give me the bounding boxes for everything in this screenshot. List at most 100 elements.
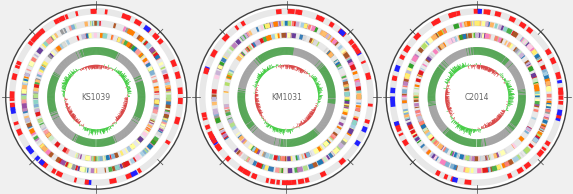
Polygon shape (80, 125, 81, 126)
Polygon shape (74, 71, 76, 73)
Polygon shape (254, 59, 260, 66)
Polygon shape (239, 108, 246, 111)
Polygon shape (316, 84, 321, 86)
Polygon shape (480, 63, 481, 65)
Polygon shape (69, 55, 74, 62)
Polygon shape (533, 83, 539, 85)
Polygon shape (514, 75, 521, 79)
Polygon shape (331, 39, 337, 45)
Polygon shape (508, 92, 511, 93)
Polygon shape (51, 168, 57, 174)
Polygon shape (474, 156, 478, 161)
Polygon shape (448, 80, 450, 81)
Polygon shape (288, 47, 289, 55)
Polygon shape (322, 119, 329, 123)
Polygon shape (457, 51, 461, 58)
Polygon shape (166, 85, 171, 92)
Polygon shape (326, 83, 333, 86)
Polygon shape (466, 48, 469, 56)
Polygon shape (433, 116, 440, 120)
Polygon shape (298, 68, 300, 71)
Polygon shape (489, 124, 490, 126)
Polygon shape (72, 114, 76, 118)
Polygon shape (429, 108, 437, 111)
Polygon shape (414, 88, 419, 89)
Polygon shape (320, 68, 327, 73)
Polygon shape (445, 97, 448, 98)
Polygon shape (135, 77, 142, 81)
Polygon shape (558, 101, 563, 105)
Polygon shape (294, 138, 296, 146)
Polygon shape (467, 65, 468, 66)
Polygon shape (163, 75, 168, 79)
Polygon shape (321, 70, 328, 75)
Polygon shape (124, 127, 130, 133)
Polygon shape (123, 107, 126, 109)
Polygon shape (251, 62, 257, 68)
Polygon shape (402, 89, 407, 94)
Polygon shape (296, 126, 297, 127)
Polygon shape (281, 21, 283, 26)
Polygon shape (105, 66, 106, 69)
Polygon shape (496, 134, 500, 141)
Polygon shape (291, 139, 293, 147)
Polygon shape (277, 48, 278, 56)
Polygon shape (74, 177, 77, 183)
Polygon shape (129, 66, 135, 71)
Polygon shape (328, 91, 335, 92)
Polygon shape (300, 123, 301, 126)
Polygon shape (121, 109, 125, 112)
Polygon shape (48, 103, 56, 105)
Polygon shape (26, 68, 32, 72)
Polygon shape (343, 79, 348, 85)
Polygon shape (103, 139, 104, 146)
Polygon shape (504, 82, 505, 83)
Polygon shape (103, 66, 104, 68)
Polygon shape (354, 47, 361, 55)
Polygon shape (26, 122, 32, 128)
Polygon shape (271, 64, 273, 68)
Polygon shape (33, 99, 38, 104)
Polygon shape (257, 57, 262, 63)
Polygon shape (493, 71, 496, 74)
Polygon shape (124, 105, 127, 106)
Polygon shape (508, 64, 514, 69)
Polygon shape (104, 48, 105, 56)
Polygon shape (281, 129, 282, 134)
Polygon shape (504, 60, 510, 66)
Polygon shape (450, 38, 454, 43)
Polygon shape (311, 77, 312, 78)
Polygon shape (317, 87, 323, 89)
Polygon shape (506, 62, 512, 68)
Polygon shape (349, 62, 354, 66)
Polygon shape (68, 76, 70, 78)
Polygon shape (57, 67, 64, 72)
Polygon shape (543, 72, 548, 76)
Polygon shape (441, 44, 445, 48)
Polygon shape (313, 111, 315, 113)
Polygon shape (516, 80, 523, 83)
Polygon shape (544, 117, 549, 119)
Polygon shape (492, 69, 493, 72)
Polygon shape (445, 100, 448, 101)
Polygon shape (265, 178, 269, 183)
Polygon shape (445, 129, 451, 136)
Polygon shape (300, 123, 302, 126)
Polygon shape (338, 144, 343, 149)
Polygon shape (228, 120, 234, 126)
Polygon shape (324, 115, 331, 120)
Polygon shape (446, 90, 449, 91)
Polygon shape (524, 60, 530, 65)
Polygon shape (513, 72, 520, 77)
Polygon shape (92, 47, 93, 55)
Polygon shape (479, 139, 480, 147)
Polygon shape (107, 127, 108, 130)
Polygon shape (333, 59, 340, 65)
Polygon shape (79, 69, 80, 70)
Polygon shape (260, 114, 262, 116)
Polygon shape (273, 49, 275, 57)
Polygon shape (240, 108, 247, 111)
Polygon shape (48, 86, 56, 88)
Polygon shape (48, 100, 55, 101)
Polygon shape (278, 139, 280, 146)
